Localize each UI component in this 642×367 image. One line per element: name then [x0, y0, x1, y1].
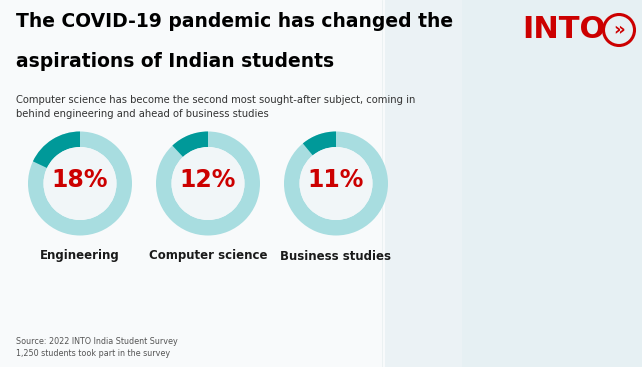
- Text: »: »: [613, 21, 625, 39]
- FancyBboxPatch shape: [385, 0, 642, 367]
- Text: The COVID-19 pandemic has changed the: The COVID-19 pandemic has changed the: [16, 12, 453, 31]
- Wedge shape: [173, 131, 208, 157]
- Text: Source: 2022 INTO India Student Survey
1,250 students took part in the survey: Source: 2022 INTO India Student Survey 1…: [16, 337, 178, 359]
- Circle shape: [171, 147, 245, 220]
- Wedge shape: [156, 131, 260, 236]
- Text: Business studies: Business studies: [281, 250, 392, 262]
- Wedge shape: [284, 131, 388, 236]
- Text: Engineering: Engineering: [40, 250, 120, 262]
- Wedge shape: [303, 131, 336, 155]
- Text: 11%: 11%: [308, 168, 364, 193]
- Wedge shape: [28, 131, 132, 236]
- Text: Computer science: Computer science: [149, 250, 267, 262]
- FancyBboxPatch shape: [0, 0, 462, 367]
- Circle shape: [44, 147, 116, 220]
- Text: aspirations of Indian students: aspirations of Indian students: [16, 52, 334, 71]
- Circle shape: [300, 147, 372, 220]
- Text: Computer science has become the second most sought-after subject, coming in
behi: Computer science has become the second m…: [16, 95, 415, 119]
- Text: INTO: INTO: [522, 15, 605, 44]
- Text: 18%: 18%: [52, 168, 108, 193]
- Text: 12%: 12%: [180, 168, 236, 193]
- Wedge shape: [33, 131, 80, 168]
